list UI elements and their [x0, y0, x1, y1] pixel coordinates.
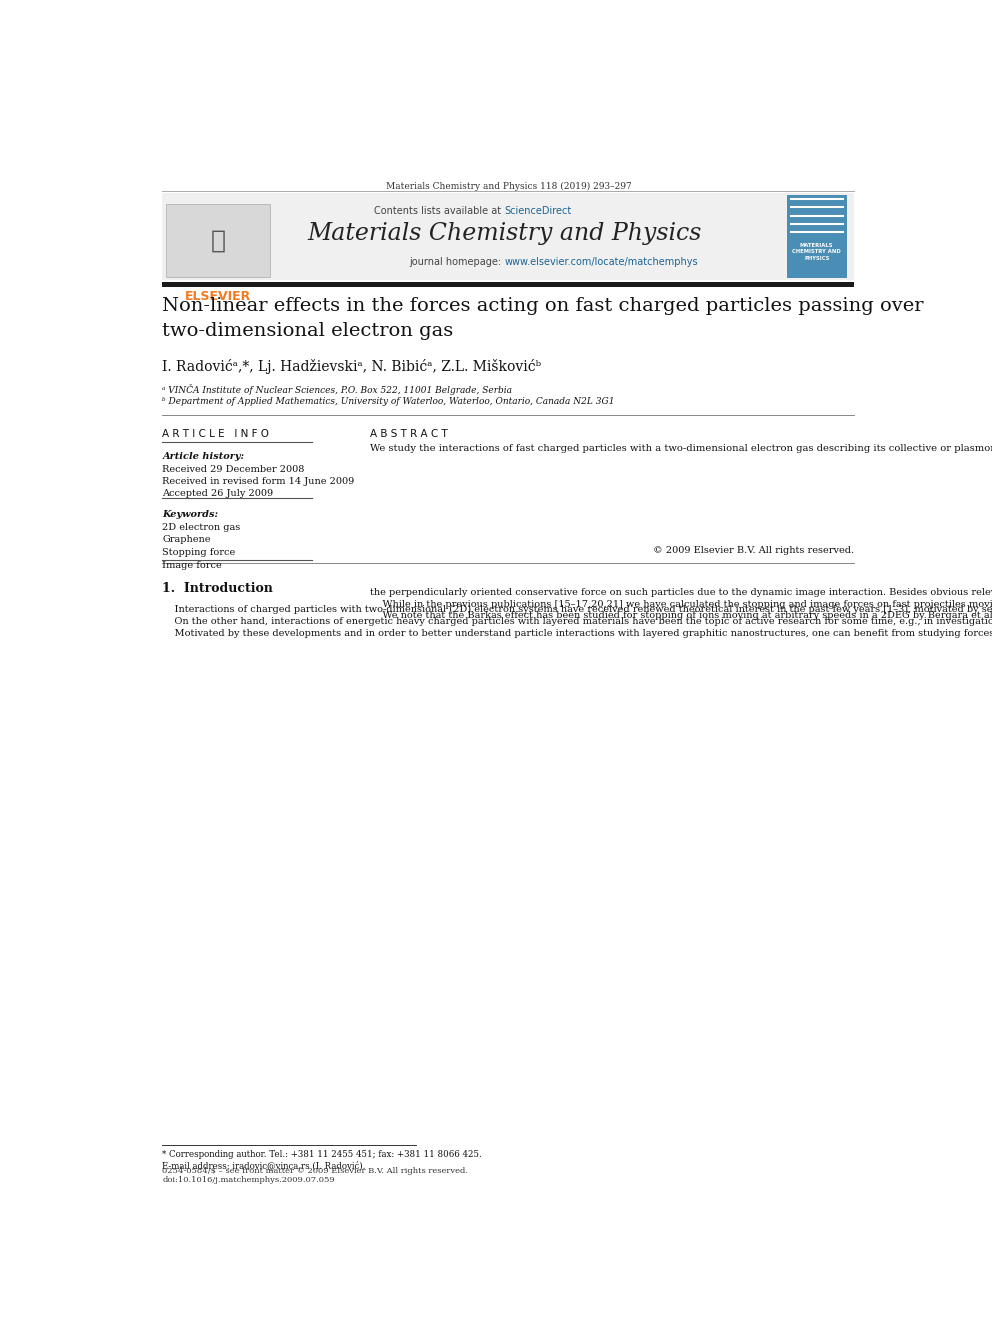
Text: ELSEVIER: ELSEVIER [186, 291, 251, 303]
Bar [163, 193, 854, 280]
Text: Received in revised form 14 June 2009: Received in revised form 14 June 2009 [163, 476, 355, 486]
Text: doi:10.1016/j.matchemphys.2009.07.059: doi:10.1016/j.matchemphys.2009.07.059 [163, 1176, 335, 1184]
Text: Image force: Image force [163, 561, 222, 570]
Text: Stopping force: Stopping force [163, 548, 236, 557]
Text: Keywords:: Keywords: [163, 509, 218, 519]
Bar [163, 282, 854, 287]
Bar [167, 204, 270, 277]
Text: Interactions of charged particles with two-dimensional (2D) electron systems hav: Interactions of charged particles with t… [163, 606, 992, 638]
Text: www.elsevier.com/locate/matchemphys: www.elsevier.com/locate/matchemphys [505, 257, 698, 267]
Text: Graphene: Graphene [163, 536, 211, 544]
Text: 🌳: 🌳 [210, 229, 225, 253]
Text: ScienceDirect: ScienceDirect [505, 206, 571, 217]
Text: Received 29 December 2008: Received 29 December 2008 [163, 464, 305, 474]
Text: © 2009 Elsevier B.V. All rights reserved.: © 2009 Elsevier B.V. All rights reserved… [654, 546, 854, 556]
Text: Materials Chemistry and Physics 118 (2019) 293–297: Materials Chemistry and Physics 118 (201… [386, 181, 631, 191]
Text: journal homepage:: journal homepage: [410, 257, 505, 267]
Text: the perpendicularly oriented conservative force on such particles due to the dyn: the perpendicularly oriented conservativ… [370, 589, 992, 620]
Text: 2D electron gas: 2D electron gas [163, 523, 241, 532]
Text: Contents lists available at: Contents lists available at [374, 206, 505, 217]
Bar [787, 194, 847, 278]
Text: Accepted 26 July 2009: Accepted 26 July 2009 [163, 488, 274, 497]
Text: MATERIALS
CHEMISTRY AND
PHYSICS: MATERIALS CHEMISTRY AND PHYSICS [793, 243, 841, 261]
Text: 1.  Introduction: 1. Introduction [163, 582, 274, 595]
Text: 0254-0584/$ – see front matter © 2009 Elsevier B.V. All rights reserved.: 0254-0584/$ – see front matter © 2009 El… [163, 1167, 468, 1175]
Text: E-mail address: iradovic@vinca.rs (I. Radović).: E-mail address: iradovic@vinca.rs (I. Ra… [163, 1160, 366, 1170]
Text: A R T I C L E   I N F O: A R T I C L E I N F O [163, 429, 270, 439]
Text: ᵇ Department of Applied Mathematics, University of Waterloo, Waterloo, Ontario, : ᵇ Department of Applied Mathematics, Uni… [163, 397, 615, 406]
Text: We study the interactions of fast charged particles with a two-dimensional elect: We study the interactions of fast charge… [370, 445, 992, 454]
Text: Non-linear effects in the forces acting on fast charged particles passing over
t: Non-linear effects in the forces acting … [163, 298, 924, 340]
Text: A B S T R A C T: A B S T R A C T [370, 429, 447, 439]
Text: ᵃ VINČA Institute of Nuclear Sciences, P.O. Box 522, 11001 Belgrade, Serbia: ᵃ VINČA Institute of Nuclear Sciences, P… [163, 385, 513, 396]
Text: Article history:: Article history: [163, 452, 245, 462]
Text: I. Radovićᵃ,*, Lj. Hadžievskiᵃ, N. Bibićᵃ, Z.L. Miškovićᵇ: I. Radovićᵃ,*, Lj. Hadžievskiᵃ, N. Bibić… [163, 359, 542, 374]
Text: * Corresponding author. Tel.: +381 11 2455 451; fax: +381 11 8066 425.: * Corresponding author. Tel.: +381 11 24… [163, 1150, 482, 1159]
Text: Materials Chemistry and Physics: Materials Chemistry and Physics [308, 222, 701, 245]
